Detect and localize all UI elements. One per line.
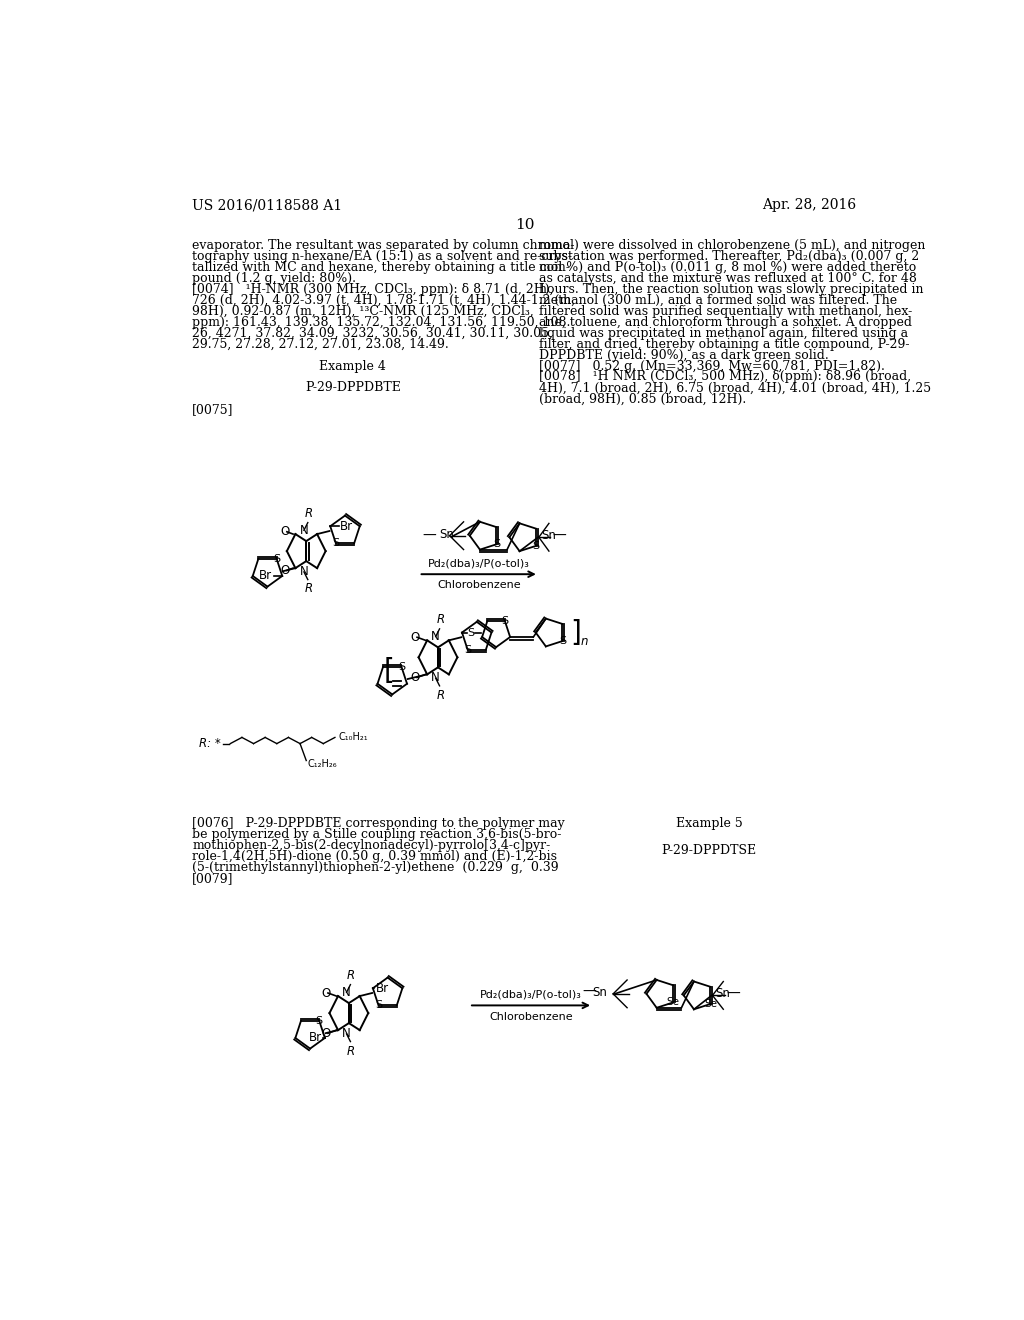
Text: O: O xyxy=(411,671,420,684)
Text: S: S xyxy=(397,661,404,672)
Text: R: R xyxy=(304,507,312,520)
Text: ane, toluene, and chloroform through a sohxlet. A dropped: ane, toluene, and chloroform through a s… xyxy=(539,315,911,329)
Text: O: O xyxy=(280,525,289,539)
Text: substation was performed. Thereafter, Pd₂(dba)₃ (0.007 g, 2: substation was performed. Thereafter, Pd… xyxy=(539,251,919,263)
Text: 29.75, 27.28, 27.12, 27.01, 23.08, 14.49.: 29.75, 27.28, 27.12, 27.01, 23.08, 14.49… xyxy=(193,338,450,351)
Text: ppm): 161.43, 139.38, 135.72, 132.04, 131.56, 119.50, 108.: ppm): 161.43, 139.38, 135.72, 132.04, 13… xyxy=(193,315,570,329)
Text: tography using n-hexane/EA (15:1) as a solvent and re-crys-: tography using n-hexane/EA (15:1) as a s… xyxy=(193,251,572,263)
Text: Chlorobenzene: Chlorobenzene xyxy=(489,1011,572,1022)
Text: n: n xyxy=(581,635,588,648)
Text: S: S xyxy=(501,615,508,626)
Text: N: N xyxy=(342,1027,351,1040)
Text: S: S xyxy=(315,1015,323,1026)
Text: S: S xyxy=(464,644,471,655)
Text: [0074]   ¹H-NMR (300 MHz, CDCl₃, ppm): δ 8.71 (d, 2H),: [0074] ¹H-NMR (300 MHz, CDCl₃, ppm): δ 8… xyxy=(193,282,554,296)
Text: S: S xyxy=(493,540,500,549)
Text: —: — xyxy=(583,985,596,999)
Text: 726 (d, 2H), 4.02-3.97 (t, 4H), 1.78-1.71 (t, 4H), 1.44-1.2 (m,: 726 (d, 2H), 4.02-3.97 (t, 4H), 1.78-1.7… xyxy=(193,294,575,308)
Text: Br: Br xyxy=(340,520,353,533)
Text: Se: Se xyxy=(703,999,717,1008)
Text: (5-(trimethylstannyl)thiophen-2-yl)ethene  (0.229  g,  0.39: (5-(trimethylstannyl)thiophen-2-yl)ethen… xyxy=(193,862,559,874)
Text: Sn: Sn xyxy=(592,986,607,999)
Text: mothiophen-2,5-bis(2-decylnonadecyl)-pyrrolo[3,4-c]pyr-: mothiophen-2,5-bis(2-decylnonadecyl)-pyr… xyxy=(193,840,551,853)
Text: pound (1.2 g, yield: 80%).: pound (1.2 g, yield: 80%). xyxy=(193,272,356,285)
Text: P-29-DPPDTSE: P-29-DPPDTSE xyxy=(662,845,757,858)
Text: N: N xyxy=(300,524,308,537)
Text: be polymerized by a Stille coupling reaction 3,6-bis(5-bro-: be polymerized by a Stille coupling reac… xyxy=(193,828,562,841)
Text: as catalysts, and the mixture was refluxed at 100° C. for 48: as catalysts, and the mixture was reflux… xyxy=(539,272,916,285)
Text: filtered solid was purified sequentially with methanol, hex-: filtered solid was purified sequentially… xyxy=(539,305,912,318)
Text: Pd₂(dba)₃/P(o-tol)₃: Pd₂(dba)₃/P(o-tol)₃ xyxy=(480,989,582,999)
Text: Example 4: Example 4 xyxy=(319,359,386,372)
Text: N: N xyxy=(300,565,308,578)
Text: Sn: Sn xyxy=(439,528,455,541)
Text: O: O xyxy=(322,1027,331,1040)
Text: mmol) were dissolved in chlorobenzene (5 mL), and nitrogen: mmol) were dissolved in chlorobenzene (5… xyxy=(539,239,925,252)
Text: Apr. 28, 2016: Apr. 28, 2016 xyxy=(763,198,856,213)
Text: DPPDBTE (yield: 90%), as a dark green solid.: DPPDBTE (yield: 90%), as a dark green so… xyxy=(539,348,828,362)
Text: —: — xyxy=(726,987,740,1001)
Text: (broad, 98H), 0.85 (broad, 12H).: (broad, 98H), 0.85 (broad, 12H). xyxy=(539,392,746,405)
Text: R: *: R: * xyxy=(200,737,221,750)
Text: Sn: Sn xyxy=(541,529,556,543)
Text: ]: ] xyxy=(569,619,581,647)
Text: O: O xyxy=(280,564,289,577)
Text: S: S xyxy=(333,539,339,549)
Text: R: R xyxy=(347,1044,355,1057)
Text: S: S xyxy=(273,553,281,564)
Text: S: S xyxy=(559,636,566,645)
Text: hours. Then, the reaction solution was slowly precipitated in: hours. Then, the reaction solution was s… xyxy=(539,282,924,296)
Text: evaporator. The resultant was separated by column chroma-: evaporator. The resultant was separated … xyxy=(193,239,574,252)
Text: [0077]   0.52 g. (Mn=33,369, Mw=60,781, PDI=1.82).: [0077] 0.52 g. (Mn=33,369, Mw=60,781, PD… xyxy=(539,359,885,372)
Text: [0078]   ¹H NMR (CDCl₃, 500 MHz), δ(ppm): δ8.96 (broad,: [0078] ¹H NMR (CDCl₃, 500 MHz), δ(ppm): … xyxy=(539,371,911,383)
Text: —: — xyxy=(423,529,436,543)
Text: Se: Se xyxy=(667,998,680,1007)
Text: P-29-DPPDBTE: P-29-DPPDBTE xyxy=(305,381,400,395)
Text: mol %) and P(o-tol)₃ (0.011 g, 8 mol %) were added thereto: mol %) and P(o-tol)₃ (0.011 g, 8 mol %) … xyxy=(539,261,916,275)
Text: 26, 4271, 37.82, 34.09, 3232, 30.56, 30.41, 30.11, 30.05,: 26, 4271, 37.82, 34.09, 3232, 30.56, 30.… xyxy=(193,327,553,339)
Text: C₁₀H₂₁: C₁₀H₂₁ xyxy=(339,733,369,742)
Text: R: R xyxy=(347,969,355,982)
Text: O: O xyxy=(411,631,420,644)
Text: 4H), 7.1 (broad, 2H), 6.75 (broad, 4H), 4.01 (broad, 4H), 1.25: 4H), 7.1 (broad, 2H), 6.75 (broad, 4H), … xyxy=(539,381,931,395)
Text: [0075]: [0075] xyxy=(193,404,233,416)
Text: [0076]   P-29-DPPDBTE corresponding to the polymer may: [0076] P-29-DPPDBTE corresponding to the… xyxy=(193,817,565,830)
Text: —: — xyxy=(552,529,566,543)
Text: S: S xyxy=(468,627,475,638)
Text: US 2016/0118588 A1: US 2016/0118588 A1 xyxy=(193,198,342,213)
Text: S: S xyxy=(532,541,540,550)
Text: C₁₂H₂₆: C₁₂H₂₆ xyxy=(308,759,338,768)
Text: Pd₂(dba)₃/P(o-tol)₃: Pd₂(dba)₃/P(o-tol)₃ xyxy=(428,558,529,568)
Text: liquid was precipitated in methanol again, filtered using a: liquid was precipitated in methanol agai… xyxy=(539,327,908,339)
Text: Sn: Sn xyxy=(716,987,730,1001)
Text: 10: 10 xyxy=(515,218,535,232)
Text: N: N xyxy=(342,986,351,999)
Text: Br: Br xyxy=(376,982,389,995)
Text: Br: Br xyxy=(259,569,272,582)
Text: N: N xyxy=(431,631,440,644)
Text: [: [ xyxy=(384,656,394,685)
Text: role-1,4(2H,5H)-dione (0.50 g, 0.39 mmol) and (E)-1,2-bis: role-1,4(2H,5H)-dione (0.50 g, 0.39 mmol… xyxy=(193,850,557,863)
Text: Br: Br xyxy=(308,1031,322,1044)
Text: O: O xyxy=(322,986,331,999)
Text: N: N xyxy=(431,671,440,684)
Text: tallized with MC and hexane, thereby obtaining a title com-: tallized with MC and hexane, thereby obt… xyxy=(193,261,570,275)
Text: R: R xyxy=(304,582,312,595)
Text: filter, and dried, thereby obtaining a title compound, P-29-: filter, and dried, thereby obtaining a t… xyxy=(539,338,909,351)
Text: Chlorobenzene: Chlorobenzene xyxy=(437,581,520,590)
Text: [0079]: [0079] xyxy=(193,873,233,886)
Text: 98H), 0.92-0.87 (m, 12H), ¹³C-NMR (125 MHz, CDCl₃,: 98H), 0.92-0.87 (m, 12H), ¹³C-NMR (125 M… xyxy=(193,305,535,318)
Text: R: R xyxy=(436,689,444,702)
Text: Example 5: Example 5 xyxy=(676,817,742,830)
Text: methanol (300 mL), and a formed solid was filtered. The: methanol (300 mL), and a formed solid wa… xyxy=(539,294,897,308)
Text: S: S xyxy=(375,1001,382,1011)
Text: R: R xyxy=(436,612,444,626)
